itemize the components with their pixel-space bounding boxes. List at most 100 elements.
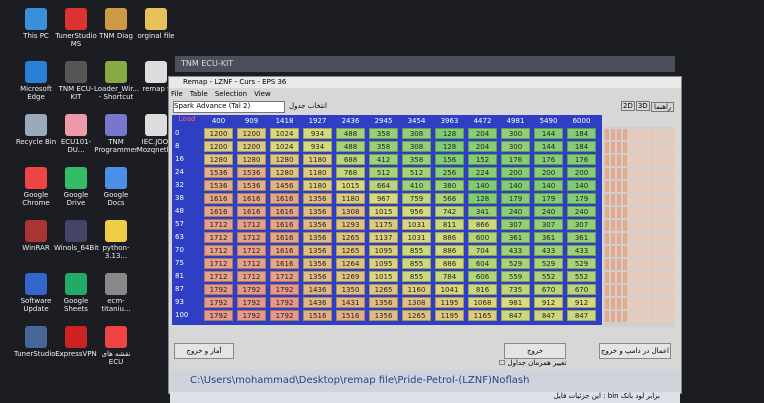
table-cell[interactable]: 956	[402, 206, 431, 217]
table-cell[interactable]: 176	[567, 154, 596, 165]
table-cell[interactable]: 847	[534, 310, 563, 321]
table-cell[interactable]: 144	[534, 128, 563, 139]
table-cell[interactable]: 1436	[303, 284, 332, 295]
table-cell[interactable]: 488	[336, 141, 365, 152]
table-cell[interactable]: 204	[468, 128, 497, 139]
table-cell[interactable]: 768	[336, 167, 365, 178]
desktop-icon[interactable]: نقشه های ECU	[94, 326, 138, 366]
table-cell[interactable]: 1356	[303, 193, 332, 204]
table-cell[interactable]: 140	[567, 180, 596, 191]
table-cell[interactable]: 361	[567, 232, 596, 243]
table-cell[interactable]: 410	[402, 180, 431, 191]
table-cell[interactable]: 512	[369, 167, 398, 178]
table-cell[interactable]: 1180	[303, 154, 332, 165]
table-cell[interactable]: 735	[501, 284, 530, 295]
desktop-icon[interactable]: TunerStudio...	[14, 326, 62, 358]
desktop-icon[interactable]: TNM Diag	[94, 8, 138, 40]
table-cell[interactable]: 1356	[303, 206, 332, 217]
view-tab[interactable]: 2D	[621, 101, 635, 111]
table-cell[interactable]: 670	[567, 284, 596, 295]
table-cell[interactable]: 179	[534, 193, 563, 204]
table-cell[interactable]: 811	[435, 219, 464, 230]
table-cell[interactable]: 1616	[270, 193, 299, 204]
table-cell[interactable]: 759	[402, 193, 431, 204]
table-cell[interactable]: 552	[567, 271, 596, 282]
table-cell[interactable]: 886	[435, 245, 464, 256]
table-cell[interactable]: 1616	[270, 258, 299, 269]
table-cell[interactable]: 140	[534, 180, 563, 191]
table-cell[interactable]: 1792	[270, 284, 299, 295]
table-cell[interactable]: 1200	[204, 141, 233, 152]
button[interactable]: آمار و خروج	[174, 343, 234, 359]
table-cell[interactable]: 1712	[237, 245, 266, 256]
table-cell[interactable]: 1712	[204, 258, 233, 269]
table-cell[interactable]: 144	[534, 141, 563, 152]
table-cell[interactable]: 1712	[204, 245, 233, 256]
table-cell[interactable]: 866	[468, 219, 497, 230]
desktop-icon[interactable]: This PC	[14, 8, 58, 40]
table-cell[interactable]: 308	[402, 128, 431, 139]
table-cell[interactable]: 1015	[336, 180, 365, 191]
table-cell[interactable]: 688	[336, 154, 365, 165]
menu-item[interactable]: Table	[189, 90, 208, 98]
table-cell[interactable]: 240	[501, 206, 530, 217]
table-cell[interactable]: 1024	[270, 141, 299, 152]
table-cell[interactable]: 816	[468, 284, 497, 295]
table-cell[interactable]: 981	[501, 297, 530, 308]
table-cell[interactable]: 256	[435, 167, 464, 178]
table-cell[interactable]: 1516	[303, 310, 332, 321]
desktop-icon[interactable]: python-3.13...	[94, 220, 138, 260]
table-cell[interactable]: 433	[501, 245, 530, 256]
table-cell[interactable]: 1356	[369, 310, 398, 321]
table-cell[interactable]: 912	[567, 297, 596, 308]
table-cell[interactable]: 1095	[369, 245, 398, 256]
desktop-icon[interactable]: Google Chrome	[14, 167, 58, 207]
table-cell[interactable]: 412	[369, 154, 398, 165]
table-cell[interactable]: 1431	[336, 297, 365, 308]
table-cell[interactable]: 1792	[237, 284, 266, 295]
table-cell[interactable]: 200	[501, 167, 530, 178]
view-tab[interactable]: 3D	[635, 101, 650, 111]
table-cell[interactable]: 1356	[303, 245, 332, 256]
table-cell[interactable]: 204	[468, 141, 497, 152]
menu-item[interactable]: Selection	[214, 90, 248, 98]
table-cell[interactable]: 1616	[270, 206, 299, 217]
table-cell[interactable]: 1031	[402, 232, 431, 243]
table-cell[interactable]: 529	[567, 258, 596, 269]
help-button[interactable]: راهنما	[651, 102, 675, 112]
table-cell[interactable]: 1792	[237, 297, 266, 308]
table-cell[interactable]: 1175	[369, 219, 398, 230]
table-cell[interactable]: 176	[534, 154, 563, 165]
desktop-icon[interactable]: TNM Programmer	[94, 114, 138, 154]
table-cell[interactable]: 1265	[402, 310, 431, 321]
table-cell[interactable]: 1616	[237, 193, 266, 204]
table-cell[interactable]: 1308	[402, 297, 431, 308]
table-cell[interactable]: 1280	[204, 154, 233, 165]
table-cell[interactable]: 1180	[303, 180, 332, 191]
table-cell[interactable]: 1712	[204, 219, 233, 230]
table-cell[interactable]: 529	[534, 258, 563, 269]
table-cell[interactable]: 847	[501, 310, 530, 321]
table-cell[interactable]: 1356	[303, 219, 332, 230]
desktop-icon[interactable]: ECU101-DU...	[54, 114, 98, 154]
desktop-icon[interactable]: Microsoft Edge	[14, 61, 58, 101]
table-cell[interactable]: 934	[303, 141, 332, 152]
table-cell[interactable]: 559	[501, 271, 530, 282]
desktop-icon[interactable]: WinRAR	[14, 220, 58, 252]
desktop-icon[interactable]: TNM ECU-KIT	[54, 61, 98, 101]
desktop-icon[interactable]: orginal file	[134, 8, 178, 40]
table-cell[interactable]: 1536	[237, 167, 266, 178]
table-cell[interactable]: 128	[435, 128, 464, 139]
table-cell[interactable]: 179	[567, 193, 596, 204]
table-cell[interactable]: 358	[402, 154, 431, 165]
menu-item[interactable]: View	[254, 90, 271, 98]
table-cell[interactable]: 300	[501, 141, 530, 152]
table-cell[interactable]: 307	[501, 219, 530, 230]
table-cell[interactable]: 855	[402, 245, 431, 256]
table-cell[interactable]: 912	[534, 297, 563, 308]
table-cell[interactable]: 1180	[336, 193, 365, 204]
table-cell[interactable]: 1308	[336, 206, 365, 217]
checkbox[interactable]: ☐ تغییر همزمان جداول	[499, 359, 567, 367]
table-cell[interactable]: 240	[567, 206, 596, 217]
table-cell[interactable]: 176	[501, 154, 530, 165]
